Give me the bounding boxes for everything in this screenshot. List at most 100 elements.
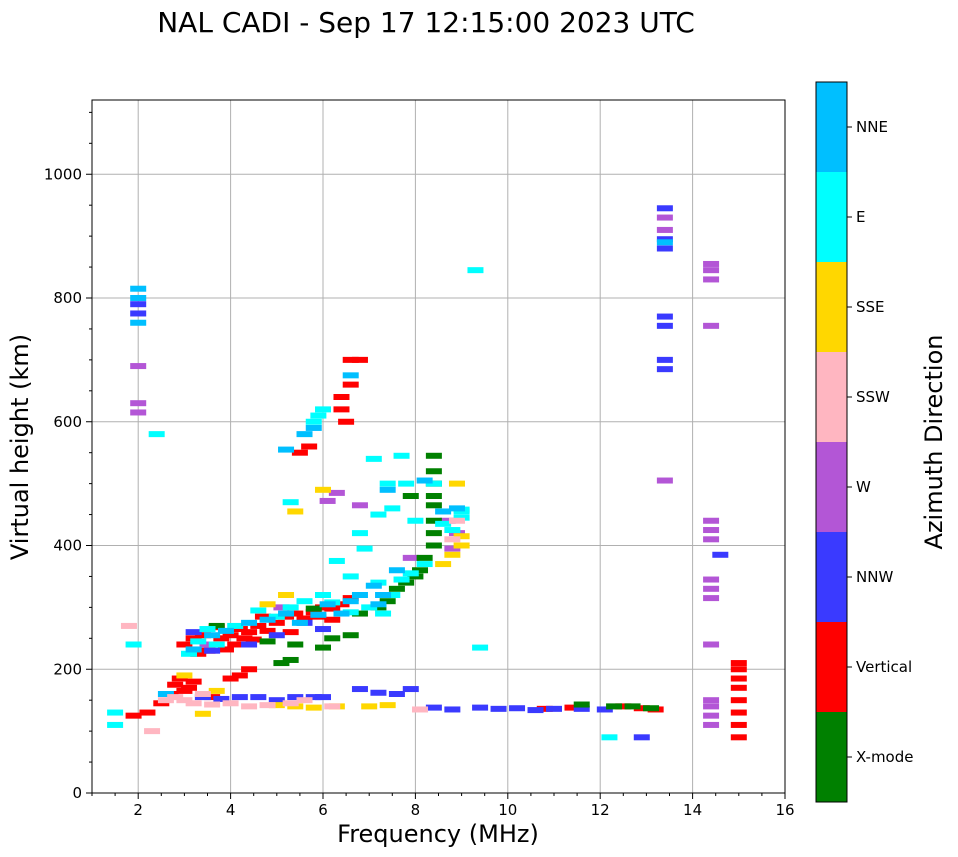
echo-point-nnw [370, 689, 387, 696]
echo-point-vertical [222, 632, 239, 639]
echo-point-x-mode [425, 517, 442, 524]
echo-point-vertical [176, 641, 193, 648]
echo-point-nne [278, 610, 295, 617]
echo-point-x-mode [370, 604, 387, 611]
colorbar-tick-label: NNW [856, 568, 893, 586]
echo-point-e [379, 480, 396, 487]
echo-point-ssw [120, 622, 137, 629]
echo-point-nnw [268, 697, 285, 704]
echo-point-vertical [181, 684, 198, 691]
echo-point-e [393, 576, 410, 583]
echo-point-vertical [231, 626, 248, 633]
echo-point-sse [268, 702, 285, 709]
echo-point-e [296, 598, 313, 605]
echo-point-e [315, 592, 331, 598]
echo-point-vertical [351, 356, 368, 363]
echo-point-nnw [194, 694, 211, 701]
echo-point-e [393, 452, 410, 459]
echo-point-vertical [730, 660, 747, 667]
y-tick-label: 800 [53, 289, 82, 307]
echo-point-ssw [282, 700, 299, 707]
y-tick-label: 1000 [44, 165, 82, 183]
echo-point-ssw [412, 706, 429, 713]
echo-point-w [130, 363, 147, 370]
echo-point-vertical [338, 418, 355, 425]
echo-point-nnw [596, 706, 613, 713]
echo-point-sse [259, 601, 276, 608]
echo-point-nnw [633, 734, 650, 741]
colorbar-segment [816, 82, 847, 172]
echo-point-sse [287, 508, 304, 515]
echo-point-vertical [730, 684, 747, 691]
echo-point-x-mode [324, 635, 341, 642]
echo-point-e [208, 641, 225, 648]
echo-point-w [703, 641, 720, 648]
echo-point-vertical [236, 635, 253, 642]
echo-point-vertical [536, 705, 553, 712]
echo-point-w [444, 545, 461, 552]
echo-point-e [370, 511, 387, 518]
echo-point-nnw [656, 356, 673, 363]
echo-point-nnw [305, 694, 322, 701]
echo-point-e [435, 520, 452, 527]
echo-point-vertical [222, 675, 239, 682]
echo-point-w [703, 322, 720, 329]
echo-point-vertical [204, 694, 221, 701]
echo-point-ssw [222, 700, 239, 707]
echo-point-vertical [730, 666, 747, 673]
echo-point-vertical [227, 641, 244, 648]
colorbar: X-mode Vertical NNW W SSW SSE E NNE [815, 81, 913, 803]
echo-point-nne [375, 592, 392, 598]
echo-point-x-mode [425, 502, 442, 509]
echo-point-e [310, 412, 327, 419]
echo-point-vertical [268, 619, 285, 626]
x-axis: 2 4 6 8 10 12 14 16 [91, 793, 795, 819]
echo-point-x-mode [379, 598, 396, 605]
echo-point-vertical [730, 675, 747, 682]
echo-point-vertical [633, 705, 650, 712]
echo-point-x-mode [407, 573, 424, 580]
echo-point-nnw [472, 704, 489, 711]
echo-point-x-mode [273, 660, 290, 667]
echo-point-nnw [656, 236, 673, 243]
echo-point-vertical [259, 627, 276, 634]
echo-point-e [282, 499, 299, 506]
colorbar-tick-label: E [856, 208, 865, 226]
echo-point-nnw [444, 706, 461, 713]
echo-point-w [328, 489, 345, 496]
echo-point-nne [185, 646, 202, 653]
x-axis-label: Frequency (MHz) [337, 820, 539, 848]
echo-point-x-mode [425, 542, 442, 549]
echo-point-w [703, 527, 720, 534]
echo-point-x-mode [342, 632, 359, 639]
echo-point-e [425, 480, 442, 487]
echo-point-w [439, 517, 456, 524]
echo-point-x-mode [425, 468, 442, 475]
echo-point-e [328, 557, 345, 564]
echo-point-nne [204, 632, 221, 639]
chart-title: NAL CADI - Sep 17 12:15:00 2023 UTC [157, 6, 695, 39]
echo-point-w [703, 697, 720, 704]
echo-point-ssw [241, 703, 258, 710]
echo-point-w [703, 276, 720, 283]
colorbar-tick-label: SSE [856, 298, 885, 316]
echo-point-e [375, 610, 392, 617]
echo-point-w [703, 536, 720, 543]
echo-point-x-mode [315, 644, 331, 651]
echo-point-vertical [730, 697, 747, 704]
echo-points [107, 205, 747, 741]
echo-point-nnw [287, 694, 304, 701]
echo-point-w [703, 260, 720, 267]
x-tick-label: 2 [133, 801, 143, 819]
echo-point-x-mode [282, 656, 299, 663]
echo-point-e [342, 609, 359, 616]
echo-point-w [703, 721, 720, 728]
echo-point-x-mode [412, 567, 429, 574]
x-tick-label: 8 [411, 801, 421, 819]
echo-point-e [453, 514, 470, 521]
echo-point-e [342, 573, 359, 580]
echo-point-x-mode [624, 703, 641, 710]
echo-point-x-mode [259, 638, 276, 645]
echo-point-nne [291, 619, 308, 626]
